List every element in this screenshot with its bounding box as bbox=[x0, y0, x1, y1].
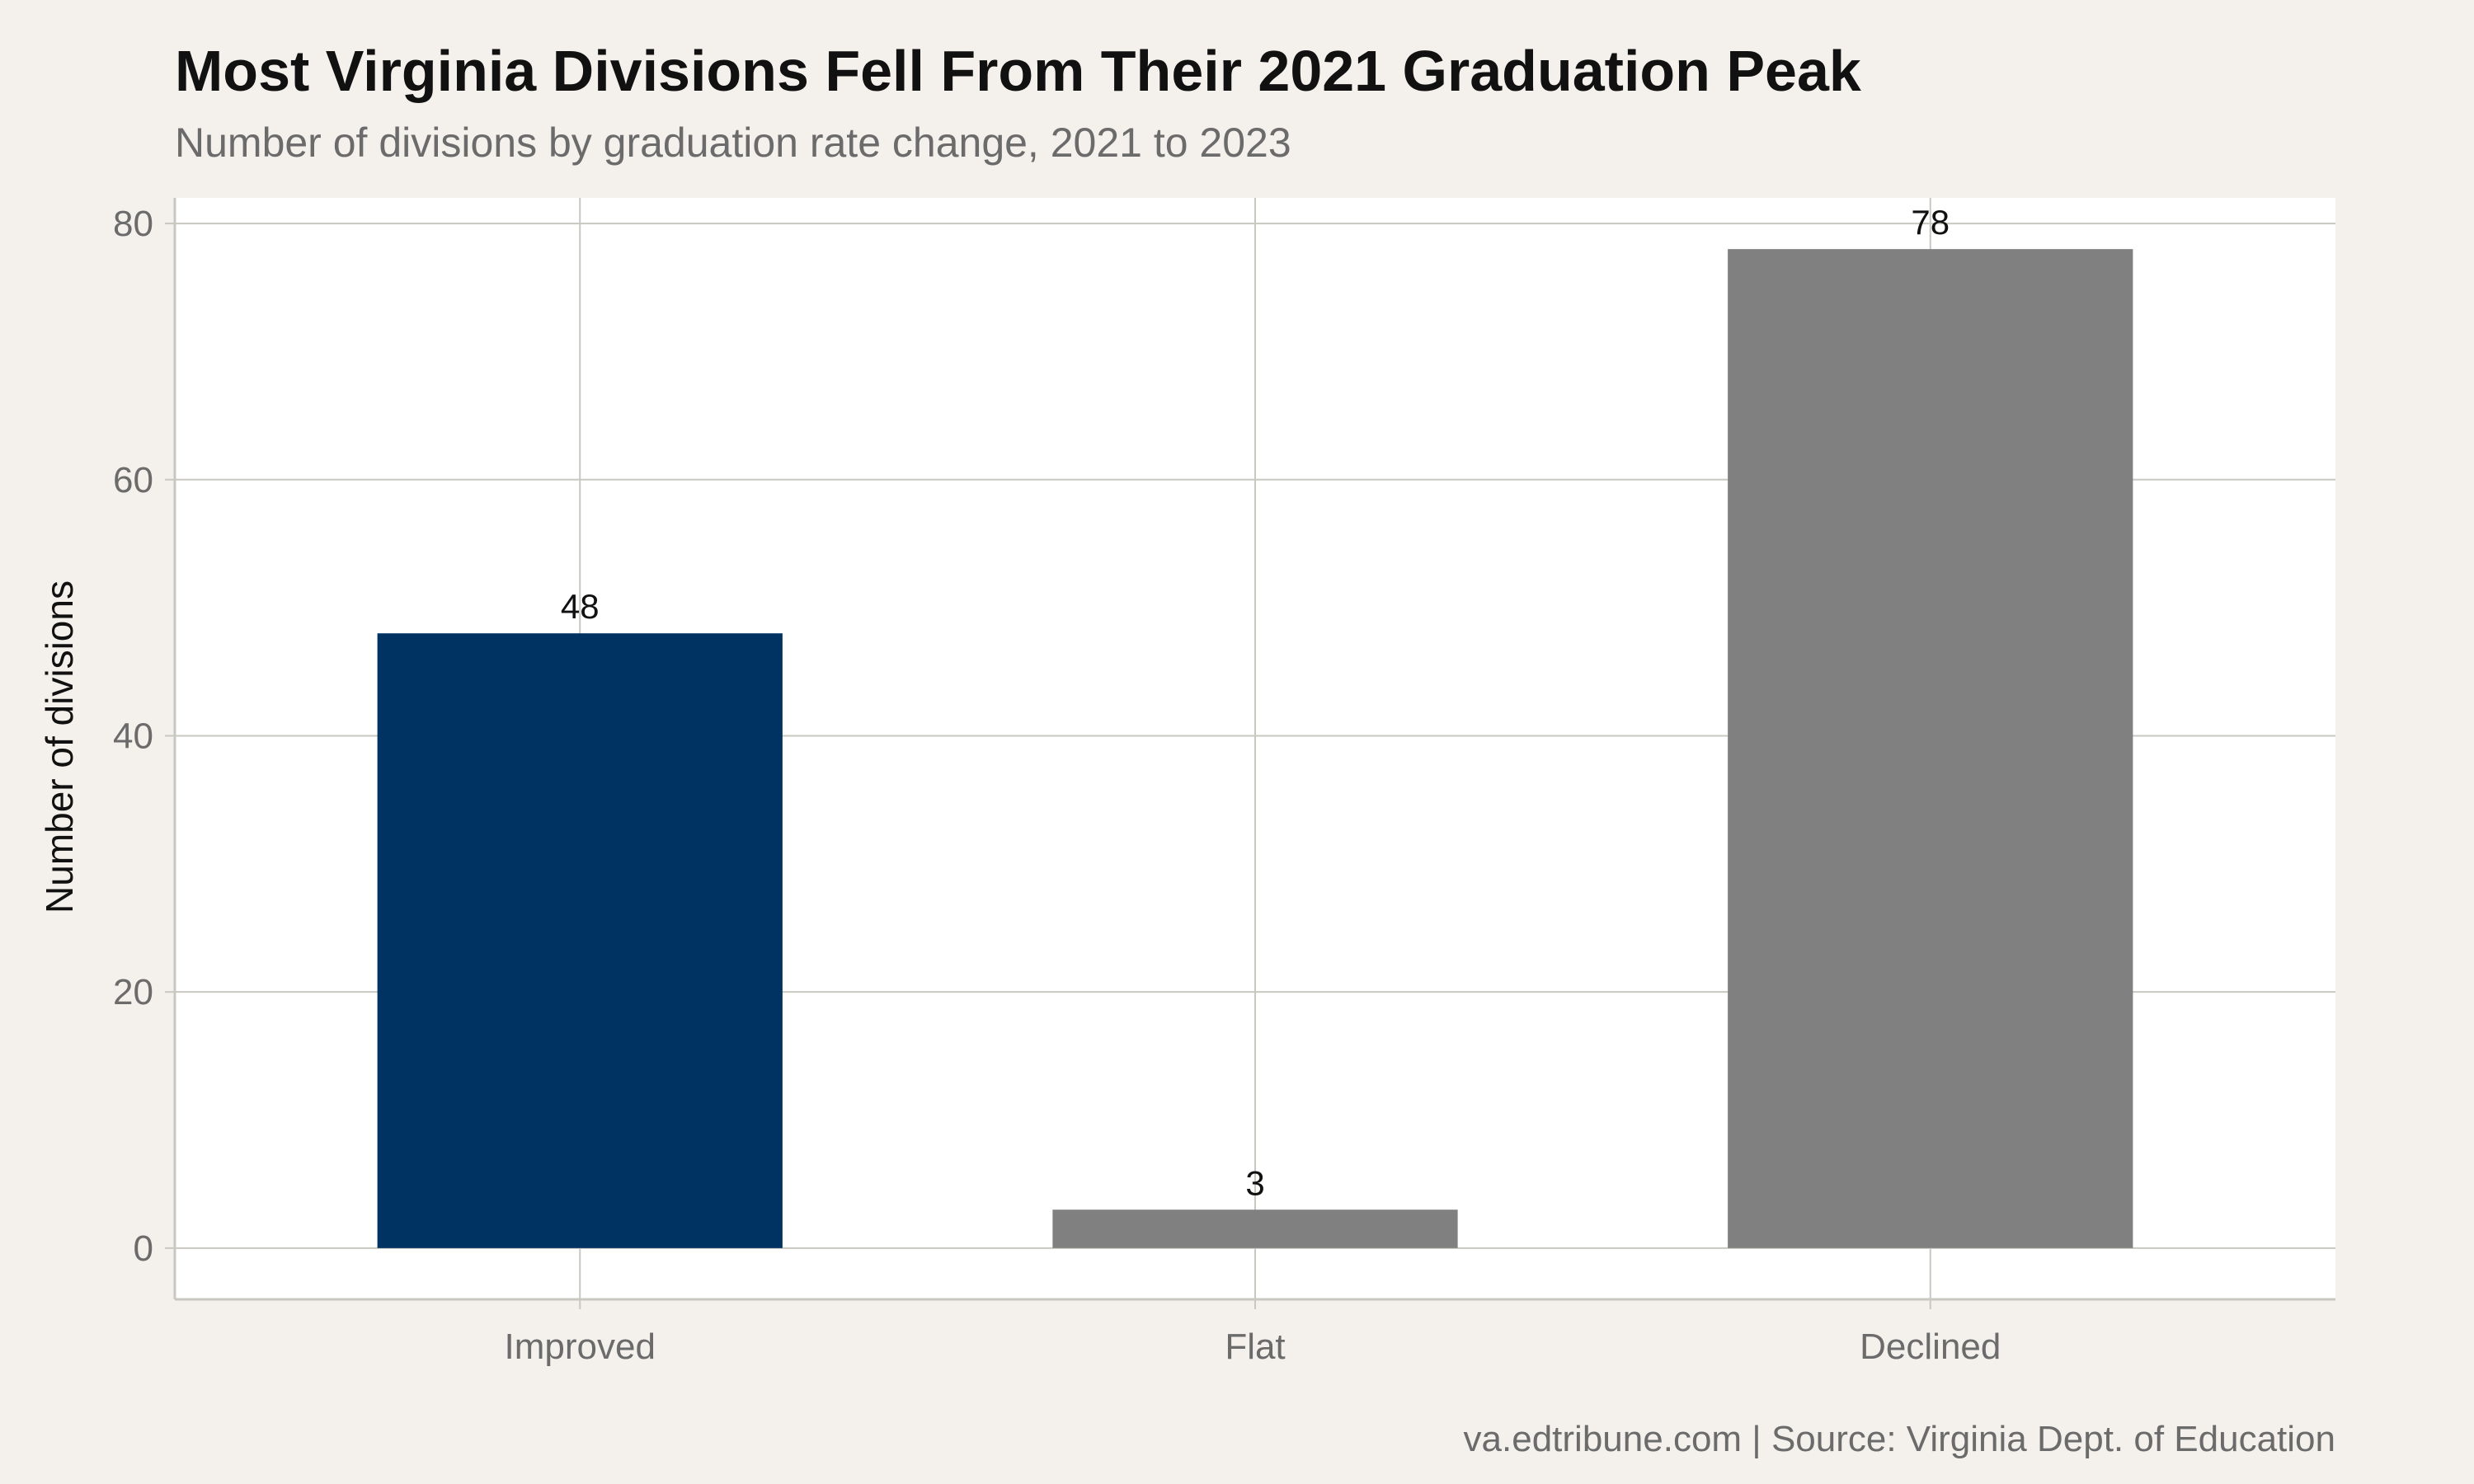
value-label-flat: 3 bbox=[1245, 1163, 1264, 1202]
y-tick-label-20: 20 bbox=[113, 972, 153, 1012]
y-axis-label: Number of divisions bbox=[38, 580, 81, 913]
y-tick-label-60: 60 bbox=[113, 460, 153, 500]
chart-subtitle: Number of divisions by graduation rate c… bbox=[175, 120, 1291, 166]
bars bbox=[377, 249, 2133, 1248]
x-tick-label-declined: Declined bbox=[1860, 1327, 2001, 1367]
y-axis-ticks: 0 20 40 60 80 bbox=[113, 204, 175, 1269]
x-tick-label-flat: Flat bbox=[1225, 1327, 1285, 1367]
chart-caption: va.edtribune.com | Source: Virginia Dept… bbox=[1464, 1419, 2335, 1459]
value-labels: 48 3 78 bbox=[561, 203, 1950, 1202]
x-tick-label-improved: Improved bbox=[505, 1327, 656, 1367]
y-tick-label-80: 80 bbox=[113, 204, 153, 244]
value-label-improved: 48 bbox=[561, 587, 600, 626]
y-tick-label-0: 0 bbox=[134, 1228, 153, 1269]
bar-improved bbox=[377, 633, 783, 1248]
bar-declined bbox=[1728, 249, 2133, 1248]
x-axis-ticks: Improved Flat Declined bbox=[505, 1299, 2001, 1367]
y-tick-label-40: 40 bbox=[113, 716, 153, 756]
value-label-declined: 78 bbox=[1911, 203, 1950, 242]
bar-flat bbox=[1052, 1209, 1458, 1248]
chart-title: Most Virginia Divisions Fell From Their … bbox=[175, 39, 1861, 103]
